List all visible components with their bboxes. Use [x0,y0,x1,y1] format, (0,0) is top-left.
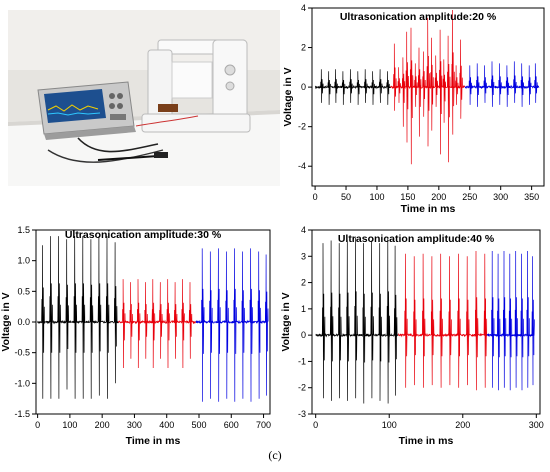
y-tick-label: 1 [301,304,306,314]
y-tick-label: 1.5 [17,225,30,235]
chart-amplitude-20-svg: 0 50 100 150 200 250 300 350 -4 -2 0 2 4 Ultrasonicat… [282,3,545,215]
series-line-1 [397,250,488,391]
series-line-2 [486,250,535,391]
series-line-0 [314,69,391,105]
chart-amplitude-20: 0 50 100 150 200 250 300 350 -4 -2 0 2 4 Ultrasonicat… [282,0,550,218]
y-tick-label: -4 [298,161,306,171]
y-tick-label: 2 [301,43,306,53]
y-tick-label: 2 [301,278,306,288]
y-tick-label: -2 [298,383,306,393]
x-tick-label: 300 [529,420,544,430]
chart-amplitude-40: 0 100 200 300 -3 -2 -1 0 1 2 3 4 Ultrasonication amp… [280,214,550,450]
x-tick-label: 0 [313,420,318,430]
y-axis-label: Voltage in V [280,292,292,351]
chart-amplitude-30: 0 100 200 300 400 500 600 700 -1.5 -1.0 -0.5 0.0 0.5… [0,214,278,450]
y-tick-label: 0 [301,330,306,340]
oscilloscope-image [37,81,136,140]
y-axis-label: Voltage in V [282,67,294,126]
y-axis-label: Voltage in V [0,292,12,351]
x-tick-label: 100 [369,192,384,202]
y-tick-label: -1 [298,356,306,366]
x-tick-label: 700 [256,420,271,430]
y-tick-label: -1.0 [14,378,30,388]
x-axis-label: Time in ms [399,435,454,447]
x-tick-label: 250 [462,192,477,202]
x-tick-label: 200 [455,420,470,430]
plot-frame [311,7,545,187]
series-line-1 [390,9,466,165]
y-tick-label: 0 [301,82,306,92]
series-line-0 [315,237,399,404]
x-tick-label: 0 [313,192,318,202]
x-tick-label: 400 [159,420,174,430]
x-tick-label: 200 [431,192,446,202]
series-line-0 [37,236,119,399]
plot-frame [311,229,541,415]
x-tick-label: 100 [62,420,77,430]
series-line-2 [195,248,269,402]
y-tick-label: 1.0 [17,256,30,266]
x-tick-label: 200 [95,420,110,430]
series-line-2 [464,61,540,107]
chart-amplitude-30-svg: 0 100 200 300 400 500 600 700 -1.5 -1.0 -0.5 0.0 0.5… [0,225,271,447]
x-tick-label: 150 [400,192,415,202]
x-tick-label: 300 [493,192,508,202]
y-tick-label: -0.5 [14,348,30,358]
y-tick-label: 4 [301,225,306,235]
x-tick-label: 600 [224,420,239,430]
x-axis-label: Time in ms [126,435,181,447]
chart-title: Ultrasonication amplitude:30 % [65,229,222,241]
x-tick-label: 350 [524,192,539,202]
ultrasonic-device-image [141,39,251,133]
y-tick-label: 0.5 [17,286,30,296]
y-tick-label: -2 [298,122,306,132]
setup-photo [8,10,280,186]
y-tick-label: 4 [301,3,306,13]
y-tick-label: 3 [301,251,306,261]
chart-title: Ultrasonication amplitude:20 % [340,11,497,23]
y-tick-label: -1.5 [14,409,30,419]
series-line-1 [117,279,197,369]
x-axis-label: Time in ms [401,203,456,215]
setup-photo-drawing [8,10,280,186]
y-tick-label: 0.0 [17,317,30,327]
x-tick-label: 500 [191,420,206,430]
figure-caption: (c) [268,448,282,462]
x-tick-label: 300 [127,420,142,430]
chart-title: Ultrasonication amplitude:40 % [338,233,495,245]
chart-amplitude-40-svg: 0 100 200 300 -3 -2 -1 0 1 2 3 4 Ultrasonication amp… [280,225,544,447]
x-tick-label: 50 [341,192,351,202]
y-tick-label: -3 [298,409,306,419]
x-tick-label: 0 [35,420,40,430]
x-tick-label: 100 [382,420,397,430]
